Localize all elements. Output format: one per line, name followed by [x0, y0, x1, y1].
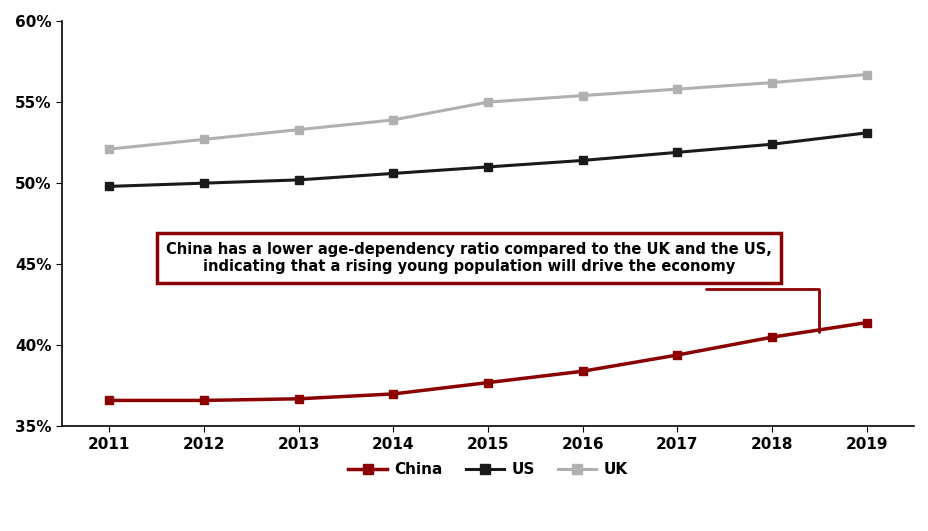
Text: China has a lower age-dependency ratio compared to the UK and the US,
indicating: China has a lower age-dependency ratio c… — [166, 242, 771, 274]
Legend: China, US, UK: China, US, UK — [342, 456, 633, 484]
